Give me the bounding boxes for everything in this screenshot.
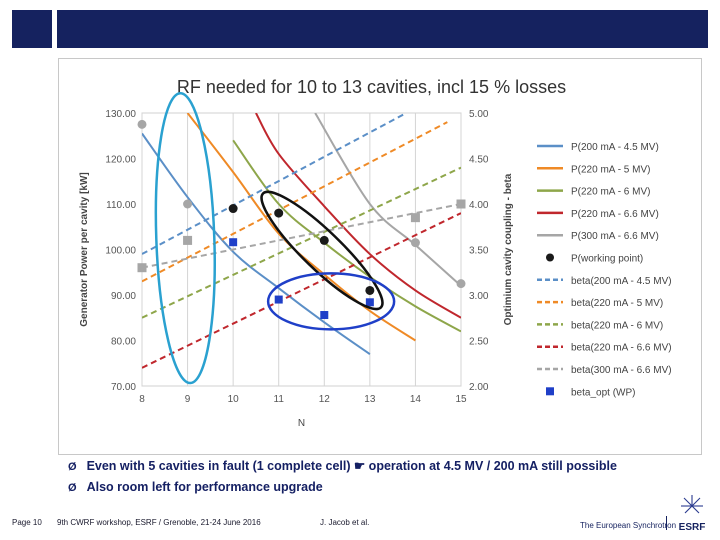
legend-label: beta_opt (WP)	[571, 387, 635, 398]
beta-opt-marker	[274, 295, 283, 304]
y-left-tick-label: 80.00	[111, 337, 136, 348]
y-right-tick-label: 3.00	[469, 291, 489, 302]
power-series-line	[255, 113, 461, 319]
beta-series-line	[142, 113, 407, 255]
footer-separator	[666, 516, 667, 530]
header-block-left	[12, 10, 52, 48]
y-left-tick-label: 130.00	[105, 109, 136, 120]
chart-title: RF needed for 10 to 13 cavities, incl 15…	[177, 77, 566, 97]
legend-label: P(working point)	[571, 254, 643, 265]
bullet-2: Ø Also room left for performance upgrade	[68, 480, 323, 494]
beta-series-line	[142, 203, 461, 269]
chart-frame: 8 9 10 11 12 13 14 15 70.00 80.00 90.00 100.00 110.0…	[58, 58, 702, 455]
x-tick-label: 12	[319, 394, 331, 405]
beta-opt-marker	[320, 311, 329, 320]
legend-label: P(200 mA - 4.5 MV)	[571, 142, 659, 153]
x-tick-label: 9	[185, 394, 191, 405]
beta-marker-grey	[137, 263, 147, 273]
legend-label: beta(300 mA - 6.6 MV)	[571, 365, 672, 376]
y-right-axis-label: Optimium cavity coupling - beta	[503, 173, 514, 325]
power-marker-grey	[410, 238, 420, 248]
legend-label: beta(220 mA - 6 MV)	[571, 320, 663, 331]
power-series-line	[142, 132, 371, 355]
y-left-tick-label: 120.00	[105, 155, 136, 166]
annotation-ellipse-cyan	[154, 91, 216, 385]
beta-series-line	[142, 212, 461, 369]
legend-label: beta(200 mA - 4.5 MV)	[571, 276, 672, 287]
x-tick-label: 10	[228, 394, 240, 405]
footer-page-number: Page 10	[12, 518, 42, 527]
beta-series-line	[142, 166, 461, 319]
bullet-1-text: Even with 5 cavities in fault (1 complet…	[86, 459, 617, 473]
y-left-axis-label: Generator Power per cavity [kW]	[79, 172, 90, 327]
x-tick-label: 8	[139, 394, 145, 405]
beta-series-line	[142, 121, 448, 283]
legend-swatch	[546, 253, 554, 262]
y-left-tick-label: 110.00	[106, 200, 136, 211]
legend-label: P(220 mA - 5 MV)	[571, 164, 650, 175]
working-point-marker	[365, 285, 375, 295]
working-point-marker	[274, 208, 284, 218]
beta-marker-grey	[183, 235, 193, 245]
beta-marker-grey	[410, 213, 420, 223]
beta-marker-grey	[456, 199, 466, 209]
legend-label: P(220 mA - 6 MV)	[571, 187, 650, 198]
y-right-tick-label: 4.50	[469, 155, 489, 166]
x-tick-label: 13	[364, 394, 376, 405]
bullet-2-text: Also room left for performance upgrade	[86, 480, 323, 494]
y-right-tick-label: 5.00	[469, 109, 489, 120]
working-point-marker	[319, 235, 329, 245]
legend-label: P(300 mA - 6.6 MV)	[571, 231, 659, 242]
power-series-line	[232, 139, 461, 333]
y-right-tick-label: 3.50	[469, 246, 489, 257]
footer-author: J. Jacob et al.	[320, 518, 370, 527]
legend-label: P(220 mA - 6.6 MV)	[571, 209, 659, 220]
annotation-ellipse-black	[260, 190, 384, 311]
bullet-arrow-icon: Ø	[68, 461, 77, 473]
x-axis-label: N	[298, 418, 305, 429]
legend-label: beta(220 mA - 6.6 MV)	[571, 343, 672, 354]
footer-organization: The European Synchrotron	[580, 521, 677, 530]
working-point-marker	[228, 204, 238, 214]
y-right-tick-label: 2.00	[469, 382, 489, 393]
power-series-line	[314, 113, 461, 287]
x-tick-label: 15	[455, 394, 467, 405]
bullet-arrow-icon: Ø	[68, 482, 77, 494]
x-tick-label: 11	[274, 394, 285, 405]
y-left-tick-label: 100.00	[105, 246, 136, 257]
y-left-tick-label: 90.00	[111, 291, 136, 302]
header-bar	[57, 10, 708, 48]
y-right-tick-label: 2.50	[469, 337, 489, 348]
beta-opt-marker	[365, 298, 374, 307]
annotation-ellipse-blue	[266, 272, 396, 331]
power-marker-grey	[456, 279, 466, 289]
y-right-tick-label: 4.00	[469, 200, 489, 211]
esrf-logo-text: ESRF	[679, 522, 706, 533]
legend-label: beta(220 mA - 5 MV)	[571, 298, 663, 309]
y-left-tick-label: 70.00	[111, 382, 136, 393]
power-marker-grey	[137, 119, 147, 129]
chart-svg: 8 9 10 11 12 13 14 15 70.00 80.00 90.00 100.00 110.0…	[79, 77, 672, 429]
bullet-1: Ø Even with 5 cavities in fault (1 comple…	[68, 458, 617, 473]
beta-opt-marker	[229, 238, 238, 247]
footer-workshop: 9th CWRF workshop, ESRF / Grenoble, 21-2…	[57, 518, 261, 527]
power-marker-grey	[183, 199, 193, 209]
esrf-logo: ESRF	[679, 495, 706, 533]
x-tick-label: 14	[410, 394, 422, 405]
legend-swatch	[546, 387, 554, 396]
